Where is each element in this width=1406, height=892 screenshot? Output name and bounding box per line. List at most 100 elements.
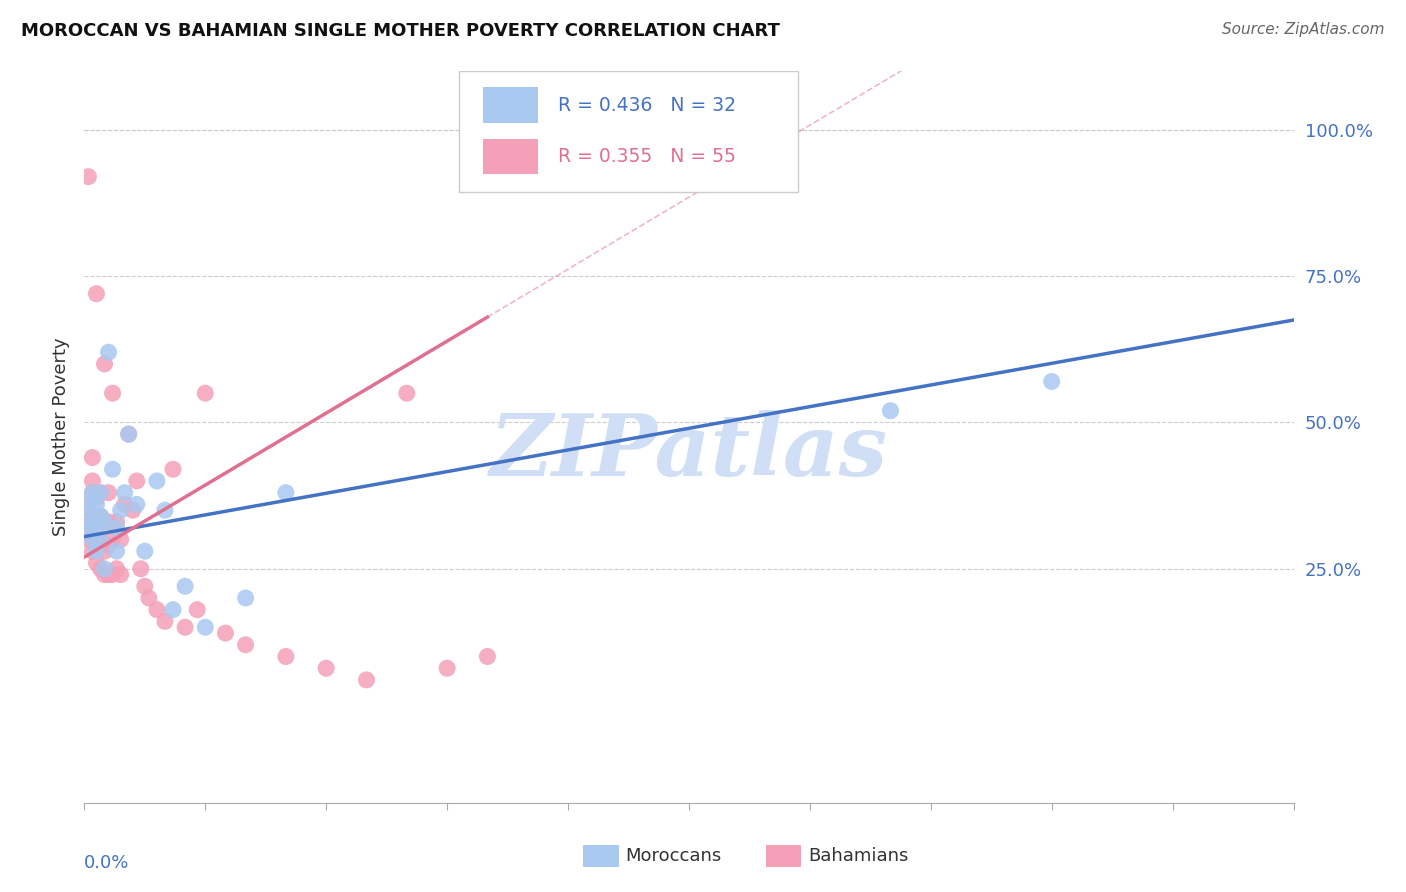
Point (146, 474, 169, 488)
Point (93, 567, 115, 582)
Bar (766, 845, 801, 867)
Point (77, 521, 100, 535)
Point (82, 515, 104, 529)
Point (129, 562, 152, 576)
Point (89, 485, 111, 500)
Point (82, 526, 104, 541)
Point (138, 591, 160, 605)
Point (86, 544, 108, 558)
Point (153, 615, 176, 629)
Point (356, 673, 378, 687)
Point (105, 521, 128, 535)
Bar (484, 138, 538, 174)
Point (105, 562, 128, 576)
Point (315, 661, 337, 675)
Point (97, 485, 120, 500)
Point (97, 515, 120, 529)
Point (395, 386, 418, 401)
Bar (484, 87, 538, 122)
Point (82, 544, 104, 558)
Point (118, 427, 141, 442)
Point (89, 509, 111, 524)
Text: Source: ZipAtlas.com: Source: ZipAtlas.com (1222, 22, 1385, 37)
Point (86, 491, 108, 506)
Bar (583, 845, 619, 867)
Point (114, 485, 136, 500)
Text: Bahamians: Bahamians (808, 847, 908, 865)
Point (134, 544, 156, 558)
Point (77, 515, 100, 529)
Point (162, 603, 184, 617)
Point (93, 544, 115, 558)
Point (101, 386, 124, 401)
Point (105, 515, 128, 529)
Point (477, 649, 499, 664)
Point (82, 533, 104, 547)
Text: R = 0.355   N = 55: R = 0.355 N = 55 (558, 146, 737, 166)
Point (879, 403, 901, 417)
Point (77, 503, 100, 517)
Point (235, 591, 257, 605)
Point (82, 485, 104, 500)
Text: 0.0%: 0.0% (84, 854, 129, 872)
Point (86, 521, 108, 535)
Point (89, 533, 111, 547)
Point (194, 386, 217, 401)
Point (89, 485, 111, 500)
Point (162, 462, 184, 476)
Point (89, 509, 111, 524)
Point (93, 515, 115, 529)
Point (89, 533, 111, 547)
Point (125, 474, 148, 488)
Point (97, 567, 120, 582)
Point (121, 503, 143, 517)
Point (97, 538, 120, 552)
Point (101, 462, 124, 476)
Point (86, 286, 108, 301)
FancyBboxPatch shape (460, 71, 797, 192)
Text: MOROCCAN VS BAHAMIAN SINGLE MOTHER POVERTY CORRELATION CHART: MOROCCAN VS BAHAMIAN SINGLE MOTHER POVER… (21, 22, 780, 40)
Y-axis label: Single Mother Poverty: Single Mother Poverty (52, 338, 70, 536)
Point (89, 562, 111, 576)
Point (174, 579, 197, 593)
Point (153, 503, 176, 517)
Point (214, 626, 236, 640)
Point (436, 661, 458, 675)
Point (93, 515, 115, 529)
Point (101, 567, 124, 582)
Point (235, 638, 257, 652)
Point (77, 533, 100, 547)
Point (146, 603, 169, 617)
Point (110, 567, 132, 582)
Point (134, 579, 156, 593)
Point (82, 491, 104, 506)
Point (86, 533, 108, 547)
Point (186, 603, 208, 617)
Point (82, 485, 104, 500)
Point (86, 497, 108, 511)
Point (93, 562, 115, 576)
Point (125, 497, 148, 511)
Point (110, 503, 132, 517)
Point (77, 169, 100, 184)
Point (97, 345, 120, 359)
Point (82, 450, 104, 465)
Point (1040, 375, 1063, 389)
Text: Moroccans: Moroccans (626, 847, 721, 865)
Point (86, 515, 108, 529)
Point (274, 649, 297, 664)
Point (77, 497, 100, 511)
Point (82, 474, 104, 488)
Point (93, 357, 115, 371)
Text: ZIPatlas: ZIPatlas (489, 410, 889, 493)
Point (274, 485, 297, 500)
Point (86, 556, 108, 570)
Point (105, 544, 128, 558)
Point (174, 620, 197, 634)
Text: R = 0.436   N = 32: R = 0.436 N = 32 (558, 95, 737, 114)
Point (82, 509, 104, 524)
Point (118, 427, 141, 442)
Point (114, 497, 136, 511)
Point (110, 533, 132, 547)
Point (194, 620, 217, 634)
